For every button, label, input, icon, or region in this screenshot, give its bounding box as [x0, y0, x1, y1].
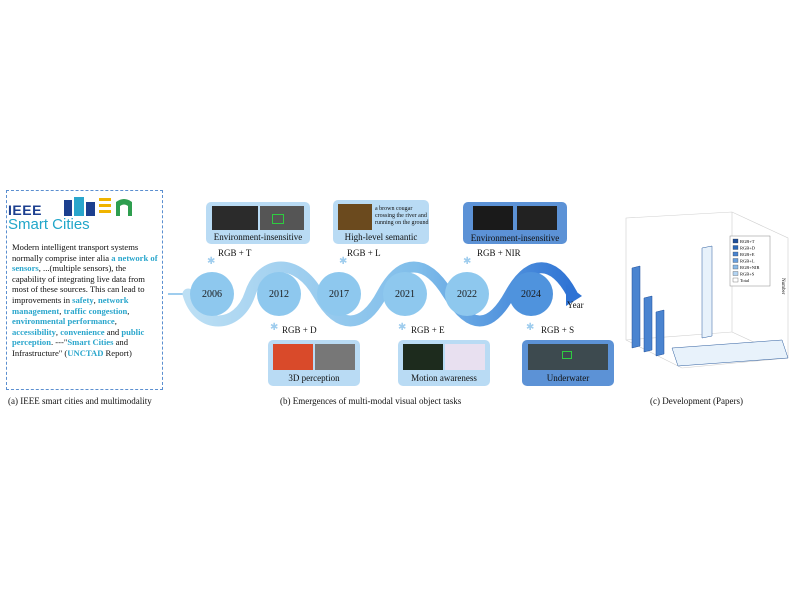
paragraph-segment: . ---" — [51, 337, 68, 348]
event-frame-rgb-l: a brown cougar crossing the river and ru… — [333, 200, 429, 244]
legend-swatch — [732, 238, 739, 244]
legend-entry: RGB+D — [740, 246, 756, 251]
thumbnail-nir-1 — [473, 206, 513, 230]
star-icon: ✱ — [270, 322, 278, 333]
legend-entry: RGB+S — [740, 272, 755, 277]
paragraph-segment: Modern intelligent transport systems nor… — [12, 242, 139, 263]
event-frame-rgb-s: Underwater — [522, 340, 614, 386]
modality-label-rgb-nir: RGB + NIR — [477, 248, 521, 258]
z-axis-label: Number — [780, 278, 785, 295]
paragraph-segment: and — [104, 326, 122, 337]
event-task-label: Environment-insensitive — [470, 233, 560, 243]
star-icon: ✱ — [526, 322, 534, 333]
year-label: 2017 — [329, 288, 349, 300]
modality-label-rgb-s: RGB + S — [541, 325, 575, 335]
legend-swatch — [732, 245, 739, 250]
highlight-term: accessibility — [12, 326, 56, 337]
legend-entry: Total — [740, 278, 750, 283]
paragraph-segment: Report) — [103, 347, 132, 358]
thumbnail-thermal-1 — [212, 206, 258, 230]
year-label: 2024 — [521, 288, 541, 300]
target-box-icon — [562, 351, 572, 359]
legend-entry: RGB+NIR — [740, 265, 760, 270]
year-label: 2006 — [202, 288, 222, 300]
paragraph-segment: , — [55, 326, 61, 337]
highlight-term: convenience — [60, 326, 105, 337]
paragraph-segment: , — [93, 294, 98, 305]
year-marker-2006: 2006 — [190, 272, 234, 316]
highlight-term: safety — [72, 294, 94, 305]
thumbnail-nir-2 — [517, 206, 557, 230]
highlight-term: UNCTAD — [67, 347, 104, 358]
language-quote: a brown cougar crossing the river and ru… — [375, 206, 429, 226]
thumbnail-sonar — [528, 344, 608, 370]
logo-ieee-text: IEEE — [8, 202, 42, 218]
legend-swatch — [732, 264, 739, 270]
event-frame-rgb-e: Motion awareness — [398, 340, 490, 386]
event-task-label: High-level semantic — [344, 232, 418, 242]
year-label: 2021 — [395, 288, 415, 300]
connector-stars: ✱ ✱ ✱ ✱ ✱ ✱ — [207, 256, 534, 333]
highlight-term: traffic congestion — [63, 305, 128, 316]
star-icon: ✱ — [398, 322, 406, 333]
year-label: 2012 — [269, 288, 289, 300]
target-box-icon — [272, 214, 284, 224]
paragraph-segment: , — [59, 305, 64, 316]
paragraph-segment: , ...(multiple sensors), the capability … — [12, 263, 145, 305]
highlight-term: public perception — [12, 326, 145, 348]
year-label: 2022 — [457, 288, 477, 300]
star-icon: ✱ — [339, 256, 347, 267]
city-logo-icon — [64, 197, 132, 216]
paragraph-segment: , — [127, 305, 130, 316]
thumbnail-depth-1 — [273, 344, 313, 370]
panel-b-caption: (b) Emergences of multi-modal visual obj… — [280, 396, 462, 406]
highlight-term: environmental performance — [12, 316, 115, 327]
paragraph-segment: and Infrastructure" ( — [12, 337, 129, 358]
legend-swatch — [732, 277, 739, 283]
modality-label-rgb-e: RGB + E — [411, 325, 445, 335]
modality-label-rgb-d: RGB + D — [282, 325, 317, 335]
thumbnail-thermal-2 — [260, 206, 304, 230]
highlight-term: network management — [12, 294, 129, 316]
event-frame-rgb-d: 3D perception — [268, 340, 360, 386]
thumbnail-depth-2 — [315, 344, 355, 370]
legend-swatch — [732, 251, 739, 257]
panel-a-frame — [6, 190, 163, 390]
legend-swatch — [732, 258, 739, 263]
event-task-label: Underwater — [546, 373, 590, 383]
modality-label-rgb-t: RGB + T — [218, 248, 252, 258]
year-marker-2024: 2024 — [509, 272, 553, 316]
star-icon: ✱ — [207, 256, 215, 267]
event-frame-rgb-t: Environment-insensitive — [206, 202, 310, 244]
legend-entry: RGB+E — [740, 252, 755, 257]
year-axis-label: Year — [567, 300, 584, 310]
panel-a-paragraph: Modern intelligent transport systems nor… — [12, 242, 162, 359]
star-icon: ✱ — [463, 256, 471, 267]
legend-swatch — [732, 271, 739, 276]
year-marker-2021: 2021 — [383, 272, 427, 316]
paragraph-segment: , — [114, 316, 117, 327]
panel-a-caption: (a) IEEE smart cities and multimodality — [8, 396, 152, 406]
year-marker-2012: 2012 — [257, 272, 301, 316]
year-marker-2017: 2017 — [317, 272, 361, 316]
event-frame-rgb-nir: Environment-insensitive — [463, 202, 567, 244]
highlight-term: a network of sensors — [12, 252, 158, 274]
thumbnail-event-1 — [403, 344, 443, 370]
logo-smart-cities-text: Smart Cities — [8, 216, 90, 233]
event-task-label: Motion awareness — [411, 373, 477, 383]
year-marker-2022: 2022 — [445, 272, 489, 316]
event-task-label: Environment-insensitive — [213, 232, 303, 242]
thumbnail-cougar — [338, 204, 372, 230]
panel-c-caption: (c) Development (Papers) — [650, 396, 743, 406]
legend-entry: RGB+L — [740, 259, 755, 264]
highlight-term: Smart Cities — [67, 337, 114, 348]
thumbnail-event-2 — [445, 344, 485, 370]
ieee-smart-cities-logo: IEEE Smart Cities — [8, 196, 158, 236]
event-task-label: 3D perception — [288, 373, 340, 383]
legend-entry: RGB+T — [740, 239, 755, 244]
modality-label-rgb-l: RGB + L — [347, 248, 381, 258]
